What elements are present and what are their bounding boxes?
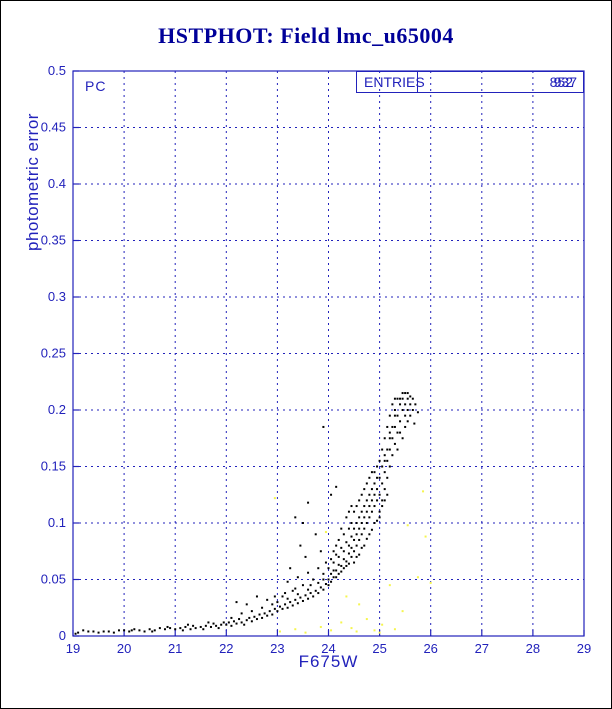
page-title: HSTPHOT: Field lmc_u65004 — [158, 23, 454, 48]
svg-text:28: 28 — [526, 641, 540, 656]
svg-text:29: 29 — [577, 641, 591, 656]
svg-text:0.05: 0.05 — [41, 572, 66, 587]
svg-text:25: 25 — [372, 641, 386, 656]
svg-text:24: 24 — [321, 641, 335, 656]
svg-text:0.3: 0.3 — [48, 289, 66, 304]
stats-box-divider-line — [417, 72, 418, 92]
svg-text:21: 21 — [168, 641, 182, 656]
svg-text:0.35: 0.35 — [41, 233, 66, 248]
stats-entries-value: 852 937 — [535, 74, 579, 90]
stats-box: ENTRIES 852 937 — [356, 71, 584, 93]
svg-text:19: 19 — [66, 641, 80, 656]
svg-text:0.5: 0.5 — [48, 63, 66, 78]
svg-text:20: 20 — [117, 641, 131, 656]
svg-text:0.2: 0.2 — [48, 402, 66, 417]
stats-entries-value-back: 852 — [549, 74, 573, 90]
svg-text:0: 0 — [59, 628, 66, 643]
detector-label: PC — [85, 78, 107, 94]
x-axis-title: F675W — [298, 652, 359, 671]
svg-text:0.25: 0.25 — [41, 346, 66, 361]
svg-text:0.15: 0.15 — [41, 459, 66, 474]
svg-text:26: 26 — [423, 641, 437, 656]
svg-text:27: 27 — [475, 641, 489, 656]
svg-text:0.45: 0.45 — [41, 120, 66, 135]
stats-entries-value-front: 937 — [553, 74, 577, 90]
stats-entries-label: ENTRIES — [364, 74, 425, 90]
svg-text:23: 23 — [270, 641, 284, 656]
svg-text:0.4: 0.4 — [48, 176, 66, 191]
svg-text:0.1: 0.1 — [48, 515, 66, 530]
y-axis-title: photometric error — [23, 113, 42, 251]
svg-text:22: 22 — [219, 641, 233, 656]
